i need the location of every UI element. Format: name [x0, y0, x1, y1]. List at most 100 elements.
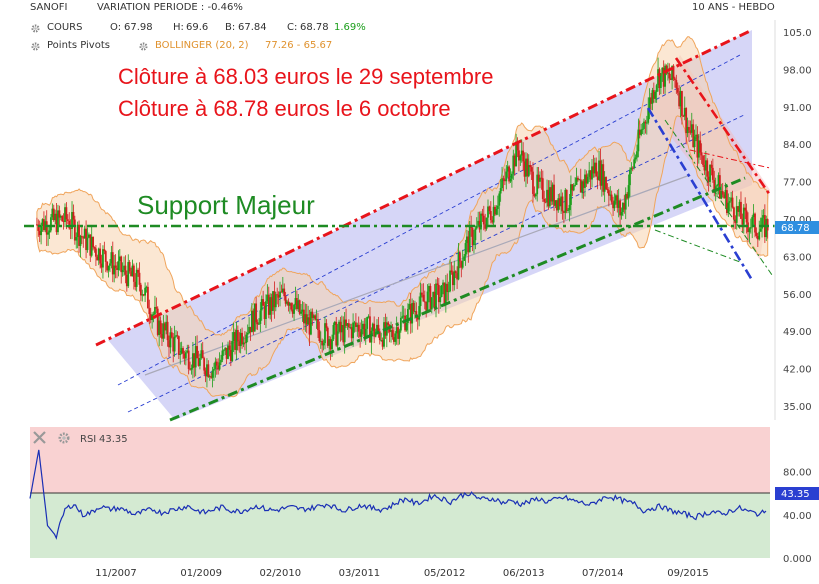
candle-body: [308, 317, 311, 335]
candle-body: [444, 283, 447, 305]
candle-body: [585, 174, 588, 184]
candle-body: [745, 210, 748, 223]
candle-body: [648, 97, 651, 109]
candle-body: [475, 225, 478, 229]
candle-body: [210, 376, 213, 378]
close-icon[interactable]: [33, 431, 46, 444]
candle-body: [248, 326, 250, 333]
candle-body: [724, 190, 727, 199]
candle-body: [186, 350, 189, 353]
candle-body: [72, 211, 75, 220]
price-axis: 105.0 98.00 91.00 84.00 77.00 70.00 63.00 56.00…: [783, 28, 812, 413]
price-tick-label: 70.00: [783, 215, 812, 226]
candle-body: [435, 283, 437, 309]
candle-body: [239, 332, 242, 346]
candle-body: [124, 265, 127, 275]
candle-body: [401, 316, 404, 318]
candle-body: [390, 330, 392, 332]
candle-body: [343, 319, 346, 343]
symbol-label: SANOFI: [30, 2, 68, 13]
candle-body: [624, 193, 627, 210]
candle-body: [66, 219, 69, 221]
candle-body: [93, 247, 96, 249]
candle-body: [147, 286, 149, 309]
candle-body: [595, 162, 598, 177]
candle-body: [671, 65, 674, 80]
candle-body: [584, 174, 586, 188]
candle-body: [754, 213, 756, 233]
candle-body: [508, 166, 510, 182]
candle-body: [599, 160, 602, 186]
candle-body: [446, 283, 449, 292]
candle-body: [558, 198, 561, 207]
candle-body: [433, 291, 436, 309]
candle-body: [266, 294, 269, 302]
time-axis: 11/2007 01/2009 02/2010 03/2011 05/2012 06/20…: [95, 568, 709, 579]
candle-body: [695, 134, 697, 137]
candle-body: [655, 85, 658, 93]
candle-body: [591, 166, 593, 180]
candle-body: [693, 136, 696, 147]
candle-body: [333, 321, 336, 325]
candle-body: [80, 235, 83, 238]
candle-body: [62, 221, 65, 223]
candle-body: [463, 256, 466, 261]
annotation-support: Support Majeur: [137, 190, 315, 220]
candle-body: [54, 213, 57, 221]
candle-body: [52, 208, 55, 221]
candle-body: [86, 237, 89, 251]
candle-body: [113, 265, 116, 275]
candle-body: [364, 328, 367, 337]
candle-body: [118, 256, 121, 261]
candle-body: [461, 260, 464, 268]
candle-body: [97, 248, 100, 261]
candle-body: [332, 324, 335, 340]
candle-body: [713, 179, 716, 190]
candle-body: [125, 274, 128, 287]
gear-icon[interactable]: [138, 41, 149, 52]
candle-body: [100, 263, 103, 268]
candle-body: [329, 339, 332, 350]
bollinger-values: 77.26 - 65.67: [265, 40, 333, 51]
candle-body: [668, 72, 671, 79]
candle-body: [630, 167, 633, 170]
candle-body: [466, 236, 468, 244]
candle-body: [468, 226, 471, 253]
candle-body: [513, 155, 516, 167]
candle-body: [727, 202, 730, 214]
candle-body: [676, 88, 679, 93]
candle-body: [485, 217, 488, 229]
candle-body: [534, 194, 537, 197]
candle-body: [295, 298, 298, 310]
candle-body: [755, 232, 758, 236]
candle-body: [238, 341, 241, 346]
candle-body: [596, 176, 599, 180]
close-change: 1.69%: [334, 22, 366, 33]
candle-body: [578, 179, 581, 181]
candle-body: [99, 248, 102, 264]
candle-body: [391, 330, 394, 338]
gear-icon[interactable]: [30, 41, 41, 52]
candle-body: [640, 129, 643, 135]
candle-body: [242, 342, 245, 345]
candle-body: [163, 323, 166, 331]
candle-body: [489, 211, 492, 221]
candle-body: [550, 187, 553, 202]
candle-body: [565, 189, 568, 211]
candle-body: [48, 230, 51, 233]
gear-icon[interactable]: [30, 23, 41, 34]
gear-icon[interactable]: [58, 432, 70, 444]
candle-body: [191, 353, 194, 369]
candle-body: [529, 164, 532, 168]
candle-body: [301, 309, 304, 312]
candle-body: [758, 231, 761, 240]
candle-body: [710, 164, 713, 168]
candle-body: [322, 343, 325, 346]
candle-body: [644, 121, 647, 124]
candle-body: [762, 215, 765, 218]
candle-body: [602, 164, 605, 192]
rsi-tick-label: 80.00: [783, 468, 812, 479]
candle-body: [381, 340, 384, 347]
candle-body: [148, 308, 151, 315]
candle-body: [622, 202, 624, 213]
